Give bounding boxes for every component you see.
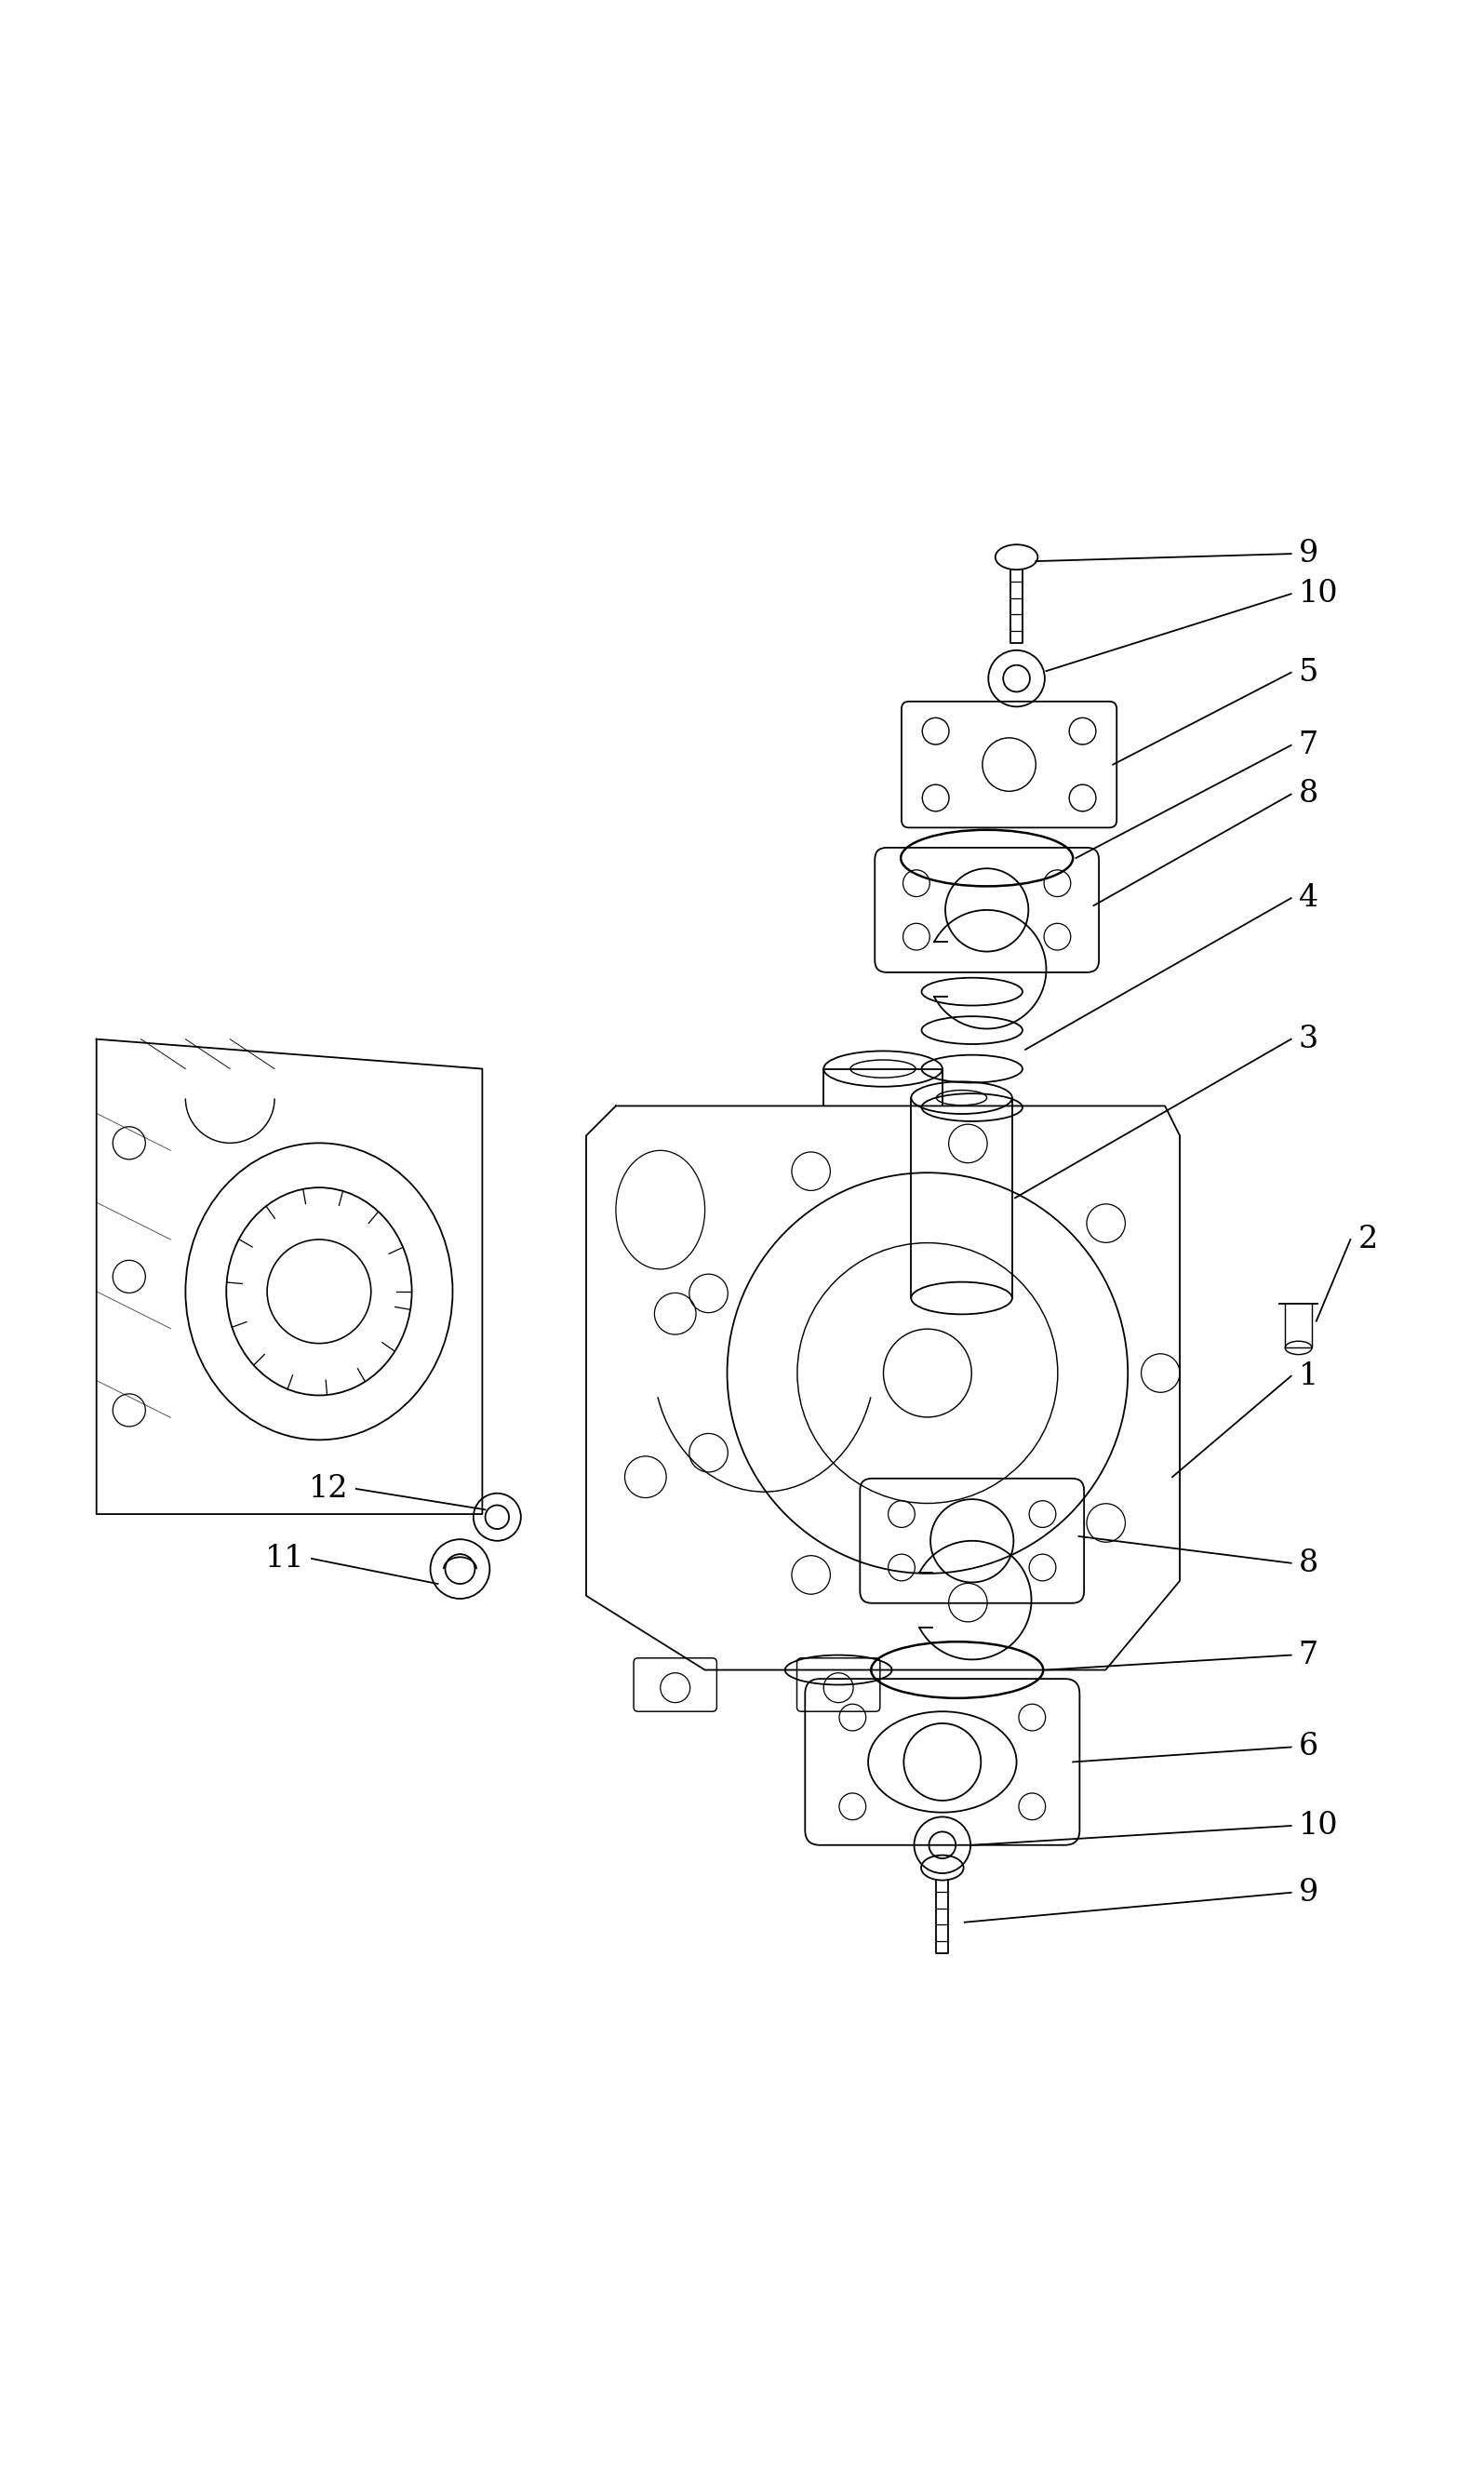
Text: 7: 7: [1298, 1641, 1318, 1671]
Text: 12: 12: [309, 1475, 349, 1505]
Text: 10: 10: [1298, 1810, 1339, 1842]
Text: 8: 8: [1298, 1549, 1318, 1579]
Text: 2: 2: [1358, 1225, 1377, 1254]
Text: 9: 9: [1298, 538, 1318, 568]
Text: 8: 8: [1298, 778, 1318, 808]
Text: 4: 4: [1298, 883, 1318, 912]
Text: 1: 1: [1298, 1361, 1318, 1391]
Text: 10: 10: [1298, 580, 1339, 610]
Text: 9: 9: [1298, 1877, 1318, 1906]
Text: 3: 3: [1298, 1024, 1318, 1054]
Text: 7: 7: [1298, 731, 1318, 761]
Text: 6: 6: [1298, 1733, 1318, 1763]
Text: 5: 5: [1298, 657, 1318, 687]
Text: 11: 11: [264, 1544, 304, 1574]
